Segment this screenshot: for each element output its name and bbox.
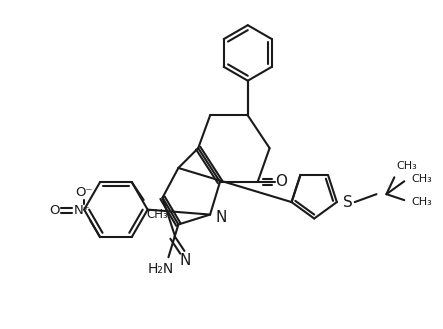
Text: O: O [49,204,60,217]
Text: O⁻: O⁻ [75,186,93,199]
Text: S: S [343,194,353,210]
Text: CH₃: CH₃ [147,208,168,221]
Text: N: N [215,210,226,225]
Text: CH₃: CH₃ [411,174,432,184]
Text: O: O [276,174,288,190]
Text: CH₃: CH₃ [411,197,432,207]
Text: N⁺: N⁺ [74,204,90,217]
Text: CH₃: CH₃ [396,162,417,171]
Text: N: N [179,253,191,268]
Text: H₂N: H₂N [148,262,174,276]
